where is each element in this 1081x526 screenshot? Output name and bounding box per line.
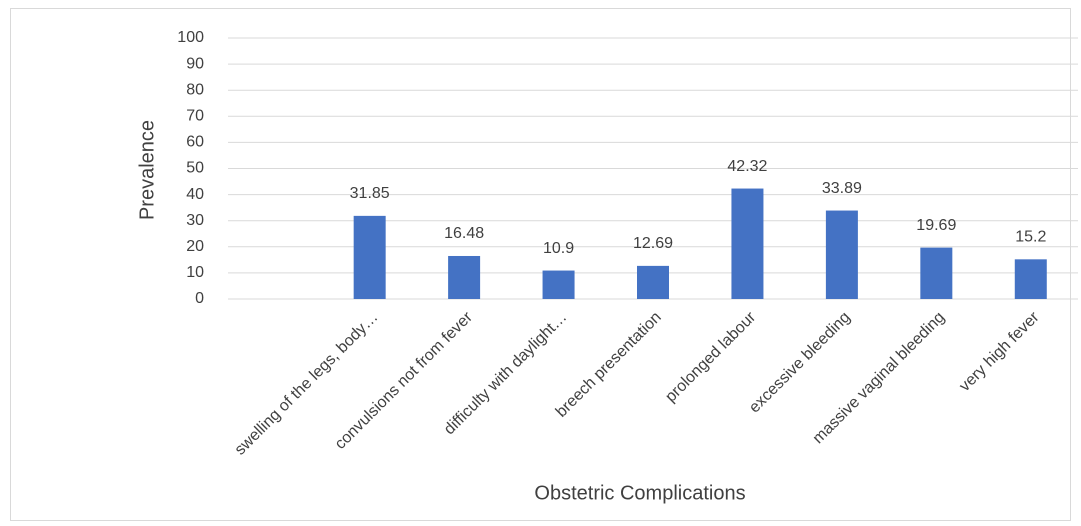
bar — [637, 265, 669, 299]
y-tick-label: 20 — [186, 238, 204, 255]
bar — [542, 270, 575, 299]
bar — [353, 215, 386, 299]
bar — [920, 247, 953, 299]
y-tick-label: 70 — [186, 108, 204, 125]
y-tick-label: 90 — [186, 55, 204, 72]
x-tick-label: prolonged labour — [662, 308, 759, 405]
bar — [731, 188, 764, 299]
y-tick-label: 60 — [186, 134, 204, 151]
data-label: 12.69 — [633, 235, 673, 252]
bar — [448, 255, 481, 299]
bar — [825, 210, 858, 299]
data-label: 42.32 — [727, 158, 767, 175]
y-tick-label: 50 — [186, 160, 204, 177]
data-label: 16.48 — [444, 225, 484, 242]
data-label: 19.69 — [916, 217, 956, 234]
x-tick-label: breech presentation — [553, 309, 665, 421]
y-tick-label: 0 — [195, 290, 204, 307]
y-tick-label: 10 — [186, 264, 204, 281]
y-tick-label: 100 — [177, 29, 204, 46]
data-label: 15.2 — [1015, 229, 1046, 246]
x-tick-label: very high fever — [956, 308, 1043, 395]
y-axis-title: Prevalence — [136, 120, 158, 220]
chart-frame — [10, 8, 1071, 521]
x-tick-label: excessive bleeding — [746, 309, 854, 417]
y-tick-label: 30 — [186, 212, 204, 229]
data-label: 33.89 — [822, 180, 862, 197]
data-label: 31.85 — [350, 185, 390, 202]
x-axis-title: Obstetric Complications — [534, 482, 745, 504]
data-label: 10.9 — [543, 240, 574, 257]
y-tick-label: 80 — [186, 81, 204, 98]
y-tick-label: 40 — [186, 186, 204, 203]
bar — [1014, 259, 1047, 299]
